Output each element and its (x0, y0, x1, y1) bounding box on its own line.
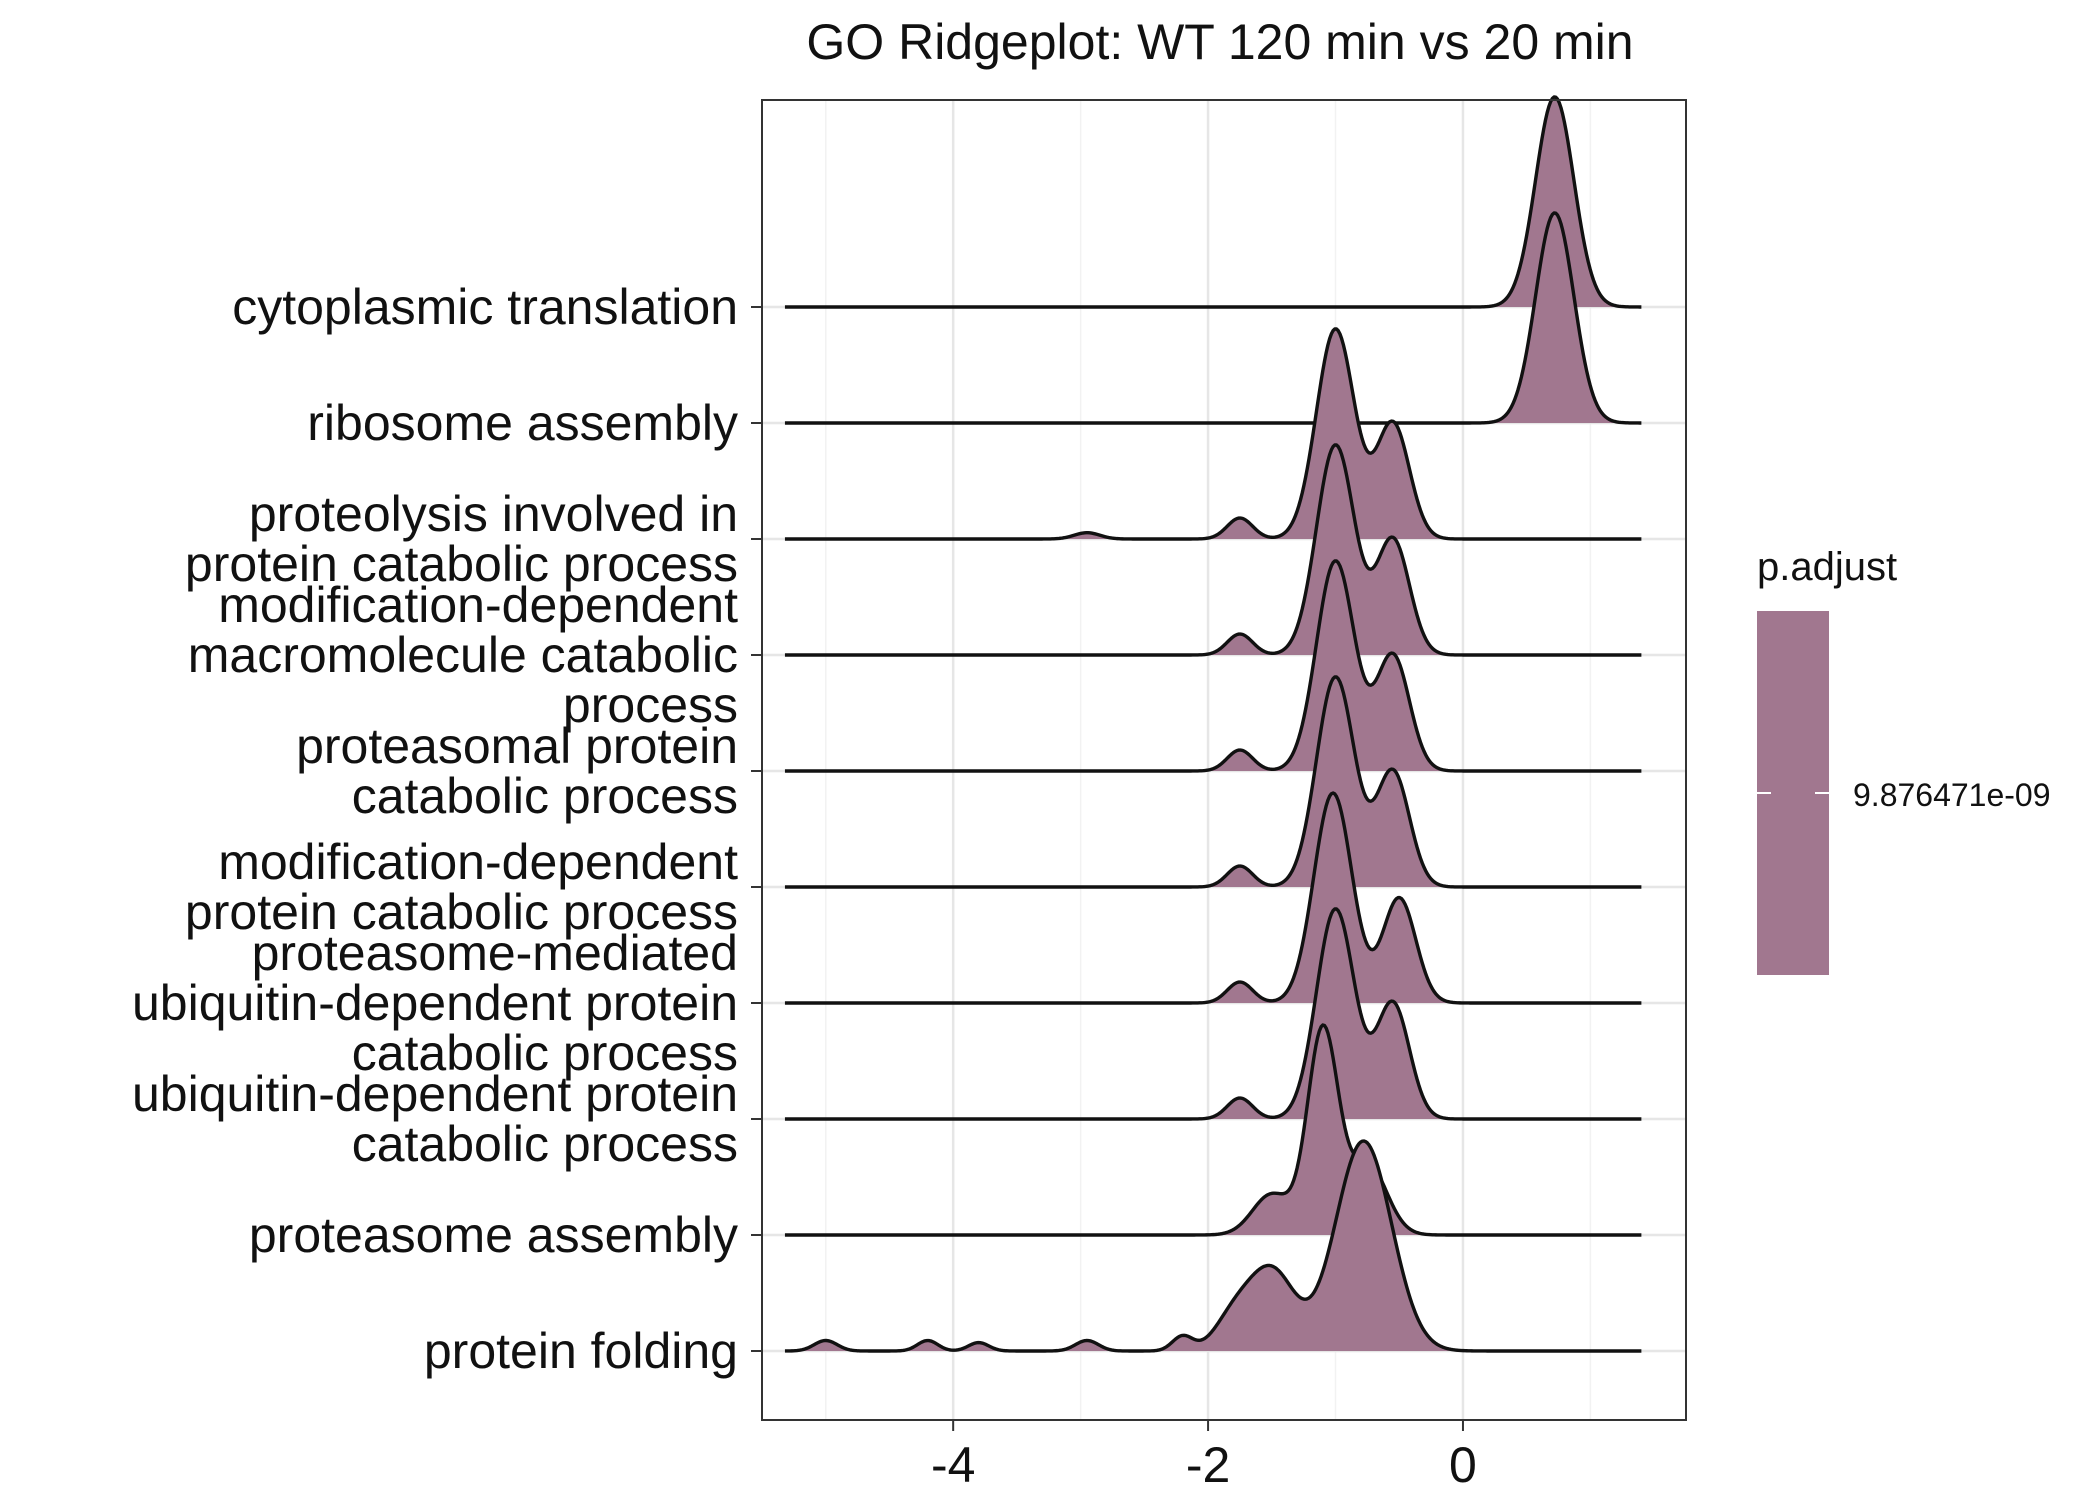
ridge-outline (784, 211, 1642, 425)
legend-title: p.adjust (1757, 545, 1897, 589)
ridge-outline (784, 443, 1642, 657)
ridge-series (784, 327, 1642, 541)
ridge-outline (784, 327, 1642, 541)
ridge-fill (784, 329, 1642, 539)
ridge-outline (784, 95, 1642, 309)
y-axis-label: proteasome-mediated (252, 925, 738, 981)
ridge-outline (784, 791, 1642, 1005)
y-axis-label: protein catabolic process (185, 536, 738, 592)
ridge-fill (784, 1025, 1642, 1235)
ridge-series (784, 675, 1642, 889)
ridge-outline (784, 675, 1642, 889)
x-axis-tick-label: -2 (1186, 1437, 1230, 1493)
y-axis-label: ribosome assembly (307, 395, 738, 451)
y-axis-label: proteasome assembly (249, 1207, 738, 1263)
ridge-series (784, 443, 1642, 657)
y-axis-label: protein folding (424, 1323, 738, 1379)
ridge-fill (784, 97, 1642, 307)
ridge-outline (784, 907, 1642, 1121)
ridge-fill (784, 445, 1642, 655)
x-axis-tick-label: -4 (931, 1437, 975, 1493)
y-axis-label: macromolecule catabolic (188, 627, 738, 683)
y-axis-label: cytoplasmic translation (232, 279, 738, 335)
y-axis-label: catabolic process (352, 768, 738, 824)
ridge-series (784, 791, 1642, 1005)
x-axis: -4 -2 0 (931, 1420, 1477, 1493)
ridge-outline (784, 1023, 1642, 1237)
ridge-outline (784, 1139, 1642, 1353)
chart-title: GO Ridgeplot: WT 120 min vs 20 min (806, 14, 1633, 70)
y-axis-label: modification-dependent (218, 577, 738, 633)
ridge-layer (784, 95, 1642, 1353)
ridge-fill (784, 677, 1642, 887)
ridge-series (784, 559, 1642, 773)
legend: p.adjust 9.876471e-09 (1757, 545, 2051, 975)
y-axis-label: ubiquitin-dependent protein (132, 975, 738, 1031)
y-axis-label: proteasomal protein (296, 718, 738, 774)
y-axis-label: catabolic process (352, 1025, 738, 1081)
ridge-fill (784, 909, 1642, 1119)
legend-label: 9.876471e-09 (1853, 777, 2051, 813)
y-axis-labels: protein folding proteasome assembly ubiqui… (132, 279, 762, 1379)
x-axis-tick-label: 0 (1449, 1437, 1477, 1493)
ridge-fill (784, 1141, 1642, 1351)
ridge-fill (784, 793, 1642, 1003)
ridge-fill (784, 213, 1642, 423)
y-axis-label: protein catabolic process (185, 884, 738, 940)
ridge-series (784, 211, 1642, 425)
ridge-series (784, 95, 1642, 309)
ridge-series (784, 907, 1642, 1121)
panel-border (761, 99, 1687, 1421)
ridge-series (784, 1023, 1642, 1237)
ridge-series (784, 1139, 1642, 1353)
y-axis-label: catabolic process (352, 1116, 738, 1172)
ridge-fill (784, 561, 1642, 771)
ridge-outline (784, 559, 1642, 773)
y-axis-label: modification-dependent (218, 834, 738, 890)
y-axis-label: proteolysis involved in (249, 486, 738, 542)
y-axis-label: process (563, 677, 738, 733)
y-axis-label: ubiquitin-dependent protein (132, 1066, 738, 1122)
